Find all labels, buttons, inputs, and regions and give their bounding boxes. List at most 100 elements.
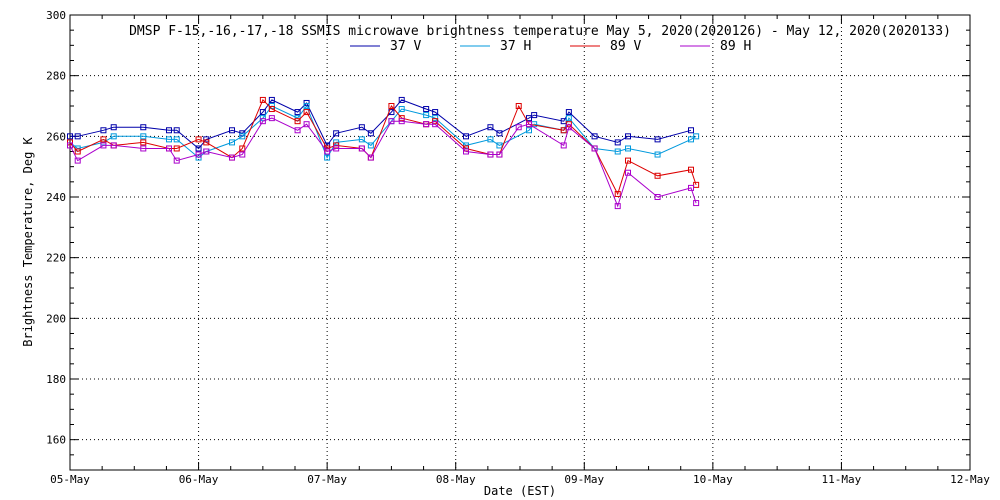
data-point-37v: [259, 109, 266, 116]
data-point-89h: [688, 184, 694, 191]
data-point-89h: [166, 145, 172, 152]
data-point-89h: [388, 118, 395, 125]
data-point-37v: [294, 109, 301, 116]
y-tick-label: 260: [46, 130, 66, 143]
series-line-89v: [69, 99, 697, 196]
x-tick-label: 12-May: [950, 473, 990, 486]
data-point-89h: [173, 157, 180, 164]
data-point-89v: [693, 181, 700, 188]
data-point-37v: [367, 130, 374, 137]
data-point-89v: [388, 103, 395, 109]
y-tick-label: 180: [46, 373, 66, 386]
data-point-37h: [239, 133, 246, 140]
data-point-37h: [693, 133, 700, 140]
data-point-89h: [423, 121, 430, 128]
x-tick-label: 10-May: [693, 473, 733, 486]
data-point-37v: [487, 124, 494, 131]
data-point-89h: [100, 142, 107, 149]
legend: 37 V 37 H 89 V 89 H: [350, 39, 751, 54]
data-point-89h: [303, 121, 310, 128]
data-point-37v: [67, 133, 73, 140]
legend-label: 89 H: [720, 39, 751, 54]
data-point-89v: [203, 139, 210, 146]
data-point-37h: [487, 136, 494, 143]
data-point-37v: [614, 139, 621, 146]
data-point-37h: [259, 115, 266, 122]
data-point-89v: [195, 136, 202, 143]
y-tick-label: 160: [46, 434, 66, 447]
data-point-89h: [560, 142, 567, 149]
data-point-37h: [140, 133, 147, 140]
data-point-89v: [625, 157, 631, 164]
series-89h: [67, 115, 700, 210]
data-point-37h: [324, 154, 331, 161]
data-point-89v: [688, 166, 694, 173]
data-point-89h: [140, 145, 147, 152]
data-point-37h: [195, 154, 202, 161]
legend-label: 37 V: [390, 39, 421, 54]
data-point-37h: [303, 103, 310, 109]
data-point-89h: [324, 148, 331, 155]
data-point-37v: [166, 127, 172, 134]
data-point-37v: [531, 112, 538, 119]
data-point-37v: [654, 136, 661, 143]
data-point-89h: [358, 145, 365, 152]
y-tick-label: 200: [46, 312, 66, 325]
y-tick-label: 280: [46, 70, 66, 83]
legend-item-89v: 89 V: [570, 39, 641, 54]
data-point-37v: [565, 109, 572, 116]
data-point-37v: [560, 118, 567, 125]
data-point-37h: [423, 112, 430, 119]
series-89v: [67, 96, 700, 197]
data-point-89v: [398, 115, 405, 122]
data-point-89h: [110, 142, 117, 149]
data-point-89v: [515, 103, 522, 109]
axis-ticks: 05-May 06-May 07-May 08-May 09-May 10-May 11-M…: [46, 9, 990, 486]
data-point-37h: [625, 145, 631, 152]
data-point-89v: [140, 139, 147, 146]
data-point-37v: [195, 145, 202, 152]
data-point-89v: [333, 142, 340, 149]
data-point-37v: [398, 96, 405, 103]
series-37v: [67, 96, 694, 152]
data-point-37h: [166, 136, 172, 143]
legend-label: 37 H: [500, 39, 531, 54]
data-point-37v: [463, 133, 469, 140]
x-tick-label: 06-May: [179, 473, 219, 486]
data-point-37v: [140, 124, 147, 131]
data-point-89h: [565, 124, 572, 131]
data-point-89h: [398, 118, 405, 125]
x-tick-label: 07-May: [307, 473, 347, 486]
data-point-37v: [333, 130, 340, 137]
data-point-37h: [358, 136, 365, 143]
data-point-89v: [100, 136, 107, 143]
data-point-37h: [526, 127, 532, 134]
data-point-89v: [560, 127, 567, 134]
series-layer: [67, 96, 700, 210]
chart-title: DMSP F-15,-16,-17,-18 SSMIS microwave br…: [129, 24, 951, 39]
data-point-37h: [496, 142, 503, 149]
data-point-37h: [432, 115, 439, 122]
data-point-89h: [259, 118, 266, 125]
data-point-37h: [398, 106, 405, 113]
data-point-37v: [423, 106, 430, 113]
legend-item-89h: 89 H: [680, 39, 751, 54]
data-point-89v: [67, 139, 73, 146]
series-37h: [67, 103, 700, 161]
data-point-37v: [432, 109, 439, 116]
data-point-89v: [614, 190, 621, 197]
data-point-37h: [110, 133, 117, 140]
data-point-89h: [591, 145, 598, 152]
data-point-89h: [67, 142, 73, 149]
data-point-89h: [203, 148, 210, 155]
data-point-89h: [74, 157, 81, 164]
data-point-37h: [367, 142, 374, 149]
data-point-89h: [693, 200, 700, 207]
data-point-37v: [74, 133, 81, 140]
y-tick-label: 220: [46, 252, 66, 265]
data-point-89h: [367, 154, 374, 161]
legend-item-37h: 37 H: [460, 39, 531, 54]
x-tick-label: 08-May: [436, 473, 476, 486]
data-point-37v: [688, 127, 694, 134]
